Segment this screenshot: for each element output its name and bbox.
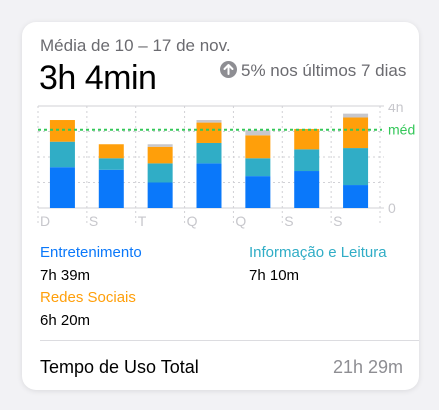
x-tick-label: S <box>284 213 293 229</box>
trend-text: 5% nos últimos 7 dias <box>241 61 407 80</box>
bar-segment-informacao <box>147 163 173 183</box>
legend-entretenimento-label: Entretenimento <box>40 244 142 261</box>
period-subtitle: Média de 10 – 17 de nov. <box>40 36 231 55</box>
bar-segment-redes-sociais <box>343 117 369 149</box>
y-tick-label: 4h <box>388 104 404 115</box>
bar-segment-outros <box>245 130 271 136</box>
bar-segment-entretenimento <box>147 182 173 208</box>
bar-segment-entretenimento <box>98 169 124 208</box>
bar-segment-entretenimento <box>245 176 271 208</box>
bar-segment-redes-sociais <box>98 144 124 159</box>
legend-redes-sociais-label: Redes Sociais <box>40 289 136 306</box>
bar-segment-informacao <box>343 148 369 186</box>
bar-segment-informacao <box>245 158 271 177</box>
bar-segment-redes-sociais <box>147 146 173 164</box>
bar-segment-informacao <box>98 158 124 170</box>
divider <box>40 340 419 341</box>
bar-segment-informacao <box>49 141 75 168</box>
bar-segment-outros <box>343 113 369 118</box>
daily-average: 3h 4min <box>39 59 157 97</box>
x-tick-label: S <box>89 213 98 229</box>
x-tick-label: T <box>138 213 147 229</box>
bar-segment-redes-sociais <box>294 128 320 150</box>
bar-segment-outros <box>147 144 173 147</box>
y-tick-label: 0 <box>388 200 396 216</box>
bar-segment-entretenimento <box>294 171 320 208</box>
x-tick-label: Q <box>235 213 246 229</box>
x-tick-label: S <box>333 213 342 229</box>
bar-segment-redes-sociais <box>245 135 271 159</box>
legend-entretenimento-value: 7h 39m <box>40 267 91 284</box>
bar-segment-informacao <box>294 149 320 172</box>
total-usage-label: Tempo de Uso Total <box>40 357 199 377</box>
screen-time-card[interactable]: Média de 10 – 17 de nov. 3h 4min 5% nos … <box>22 22 419 390</box>
bar-segment-entretenimento <box>343 185 369 208</box>
bar-segment-redes-sociais <box>49 120 75 142</box>
bar-segment-entretenimento <box>49 167 75 208</box>
legend-informacao-value: 7h 10m <box>249 267 300 284</box>
bar-segment-informacao <box>196 142 222 164</box>
chart-grid <box>37 105 384 226</box>
arrow-up-circle-icon <box>220 61 237 78</box>
usage-bar-chart: méd. 4h 0 D S T Q Q S S <box>37 104 416 229</box>
legend-informacao-label: Informação e Leitura <box>249 244 387 261</box>
total-usage-value: 21h 29m <box>332 357 403 377</box>
bar-segment-redes-sociais <box>196 122 222 143</box>
x-tick-label: Q <box>187 213 198 229</box>
bar-segment-entretenimento <box>196 163 222 208</box>
chart-bars <box>49 113 369 208</box>
average-label: méd. <box>388 122 416 138</box>
legend-redes-sociais-value: 6h 20m <box>40 312 91 329</box>
x-tick-label: D <box>40 213 50 229</box>
bar-segment-outros <box>196 120 222 123</box>
trend-indicator: 5% nos últimos 7 dias <box>220 59 410 83</box>
